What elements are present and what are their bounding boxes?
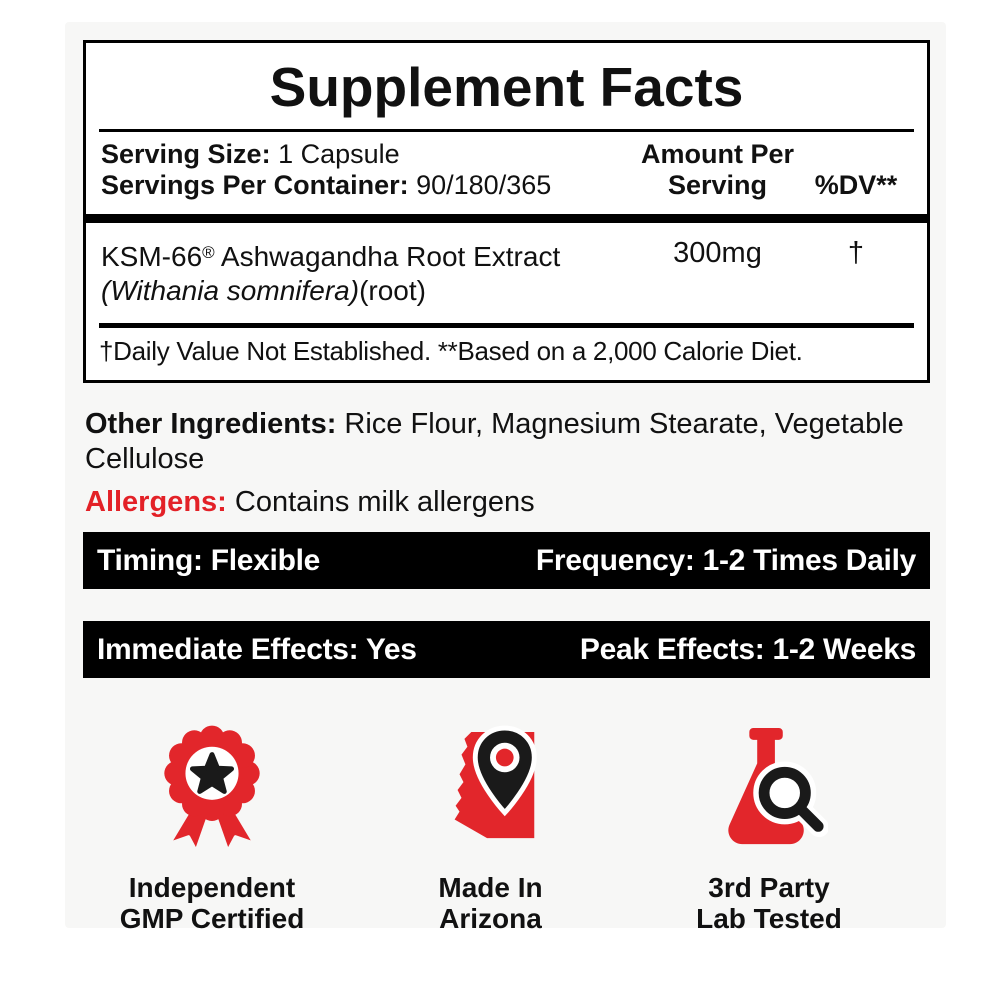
footnote: †Daily Value Not Established. **Based on… bbox=[99, 336, 803, 366]
ingredient-row: KSM-66® Ashwagandha Root Extract (Withan… bbox=[99, 223, 914, 323]
effects-bar: Immediate Effects: Yes Peak Effects: 1-2… bbox=[83, 621, 930, 678]
ingredient-amount: 300mg bbox=[673, 237, 762, 269]
supplement-facts-panel: Supplement Facts Serving Size: 1 Capsule… bbox=[83, 40, 930, 383]
frequency-text: Frequency: 1-2 Times Daily bbox=[535, 543, 916, 577]
badge-lab: 3rd Party Lab Tested bbox=[644, 720, 894, 934]
serving-info: Serving Size: 1 Capsule Amount Per Servi… bbox=[99, 132, 914, 208]
footnote-divider bbox=[99, 323, 914, 328]
allergens-value: Contains milk allergens bbox=[226, 486, 535, 518]
allergens-label: Allergens: bbox=[85, 486, 227, 518]
badge-arizona: Made In Arizona bbox=[366, 720, 616, 934]
badge-arizona-caption: Made In Arizona bbox=[438, 872, 543, 934]
other-ingredients: Other Ingredients: Rice Flour, Magnesium… bbox=[85, 407, 916, 477]
allergens: Allergens: Contains milk allergens bbox=[85, 486, 926, 519]
other-ingredients-label: Other Ingredients: bbox=[85, 408, 337, 440]
supplement-facts-title: Supplement Facts bbox=[269, 56, 744, 118]
ingredient-name-line: KSM-66® Ashwagandha Root Extract bbox=[101, 241, 561, 272]
amount-per-header-line2: Serving bbox=[667, 170, 768, 200]
ingredient-latin-line: (Withania somnifera)(root) bbox=[101, 274, 635, 308]
title-divider bbox=[99, 129, 914, 132]
header-thick-divider bbox=[86, 214, 927, 223]
latin-name: (Withania somnifera) bbox=[101, 275, 360, 306]
ingredient-dv: † bbox=[847, 237, 865, 269]
timing-text: Timing: Flexible bbox=[97, 543, 321, 577]
certification-badges: Independent GMP Certified Made In Arizon… bbox=[65, 720, 946, 934]
servings-per-container-line: Servings Per Container: 90/180/365 bbox=[101, 170, 635, 201]
badge-lab-caption: 3rd Party Lab Tested bbox=[696, 872, 842, 934]
registered-trademark: ® bbox=[202, 243, 215, 262]
serving-size-line: Serving Size: 1 Capsule bbox=[101, 139, 635, 170]
immediate-effects-text: Immediate Effects: Yes bbox=[97, 632, 417, 666]
badge-gmp-caption: Independent GMP Certified bbox=[119, 872, 305, 934]
arizona-map-pin-icon bbox=[454, 725, 537, 839]
servings-per-container-label: Servings Per Container: bbox=[101, 170, 409, 200]
ingredient-name: KSM-66® Ashwagandha Root Extract (Withan… bbox=[101, 236, 635, 308]
other-ingredients-value: Rice Flour, Magnesium Stearate, Vegetabl… bbox=[85, 408, 904, 475]
serving-size-label: Serving Size: bbox=[101, 139, 271, 169]
amount-per-header-line1: Amount Per bbox=[640, 139, 794, 169]
gmp-ribbon-icon bbox=[164, 725, 260, 854]
plant-part: (root) bbox=[359, 275, 426, 306]
peak-effects-text: Peak Effects: 1-2 Weeks bbox=[579, 632, 916, 666]
dv-header: %DV** bbox=[814, 170, 898, 200]
timing-frequency-bar: Timing: Flexible Frequency: 1-2 Times Da… bbox=[83, 532, 930, 589]
badge-gmp: Independent GMP Certified bbox=[87, 720, 337, 934]
label-card: Supplement Facts Serving Size: 1 Capsule… bbox=[65, 22, 946, 934]
lab-flask-magnifier-icon bbox=[728, 728, 828, 845]
servings-per-container-value: 90/180/365 bbox=[416, 170, 552, 200]
serving-size-value: 1 Capsule bbox=[278, 139, 400, 169]
